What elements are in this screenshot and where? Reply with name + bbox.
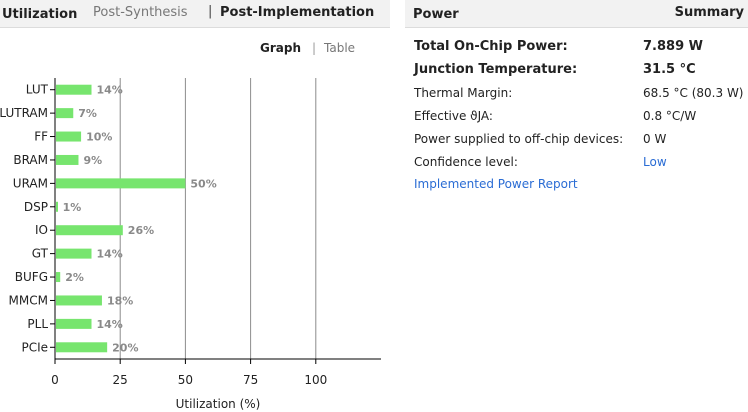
power-row-thermal-margin: Thermal Margin: 68.5 °C (80.3 W) (414, 86, 748, 106)
effective-theta-label: Effective ϑJA: (414, 109, 493, 123)
graph-view-link[interactable]: Graph (260, 41, 301, 55)
category-label: BRAM (13, 153, 48, 167)
utilization-title: Utilization (2, 7, 78, 22)
junction-temp-label: Junction Temperature: (414, 62, 578, 77)
tab-separator: | (208, 4, 213, 19)
category-label: PLL (27, 317, 48, 331)
category-label: BUFG (15, 270, 48, 284)
bar-value-label: 18% (107, 294, 133, 307)
thermal-margin-label: Thermal Margin: (414, 86, 513, 100)
power-report-link[interactable]: Implemented Power Report (414, 177, 578, 191)
utilization-panel: Utilization Post-Synthesis | Post-Implem… (0, 0, 390, 412)
bar-value-label: 50% (190, 177, 216, 190)
x-tick-label: 0 (51, 373, 59, 387)
category-label: LUT (26, 83, 49, 97)
bar (56, 84, 92, 95)
utilization-chart: 0 25 50 75 100 Utilization (%) LUT 14% LUTRAM 7% F… (0, 78, 381, 411)
bar-value-label: 14% (97, 84, 123, 97)
offchip-power-label: Power supplied to off-chip devices: (414, 132, 624, 146)
confidence-level-link[interactable]: Low (643, 155, 667, 169)
category-label: FF (34, 130, 48, 144)
bar-value-label: 10% (86, 131, 112, 144)
bar (56, 154, 79, 165)
bar (56, 178, 186, 189)
bar (56, 272, 61, 283)
power-title: Power (413, 7, 459, 22)
category-label: LUTRAM (0, 106, 48, 120)
bar-value-label: 14% (97, 318, 123, 331)
tab-post-synthesis[interactable]: Post-Synthesis (93, 5, 188, 20)
view-separator: | (312, 41, 317, 55)
power-row-effective-theta: Effective ϑJA: 0.8 °C/W (414, 109, 748, 129)
bar (56, 131, 82, 142)
power-panel: Power Summary Total On-Chip Power: 7.889… (405, 0, 748, 412)
bar (56, 295, 102, 306)
table-view-link[interactable]: Table (324, 41, 356, 55)
category-label: URAM (13, 176, 48, 190)
bar-value-label: 7% (78, 107, 97, 120)
power-row-confidence: Confidence level: Low (414, 155, 748, 175)
x-tick-label: 100 (304, 373, 327, 387)
power-row-total: Total On-Chip Power: 7.889 W (414, 39, 748, 59)
category-label: PCIe (21, 340, 48, 354)
thermal-margin-value: 68.5 °C (80.3 W) (643, 86, 744, 100)
bar-value-label: 9% (83, 154, 102, 167)
bar-value-label: 1% (63, 201, 82, 214)
power-summary-label: Summary (674, 5, 744, 20)
total-power-value: 7.889 W (643, 39, 703, 54)
power-row-junction: Junction Temperature: 31.5 °C (414, 62, 748, 82)
utilization-header: Utilization Post-Synthesis | Post-Implem… (0, 0, 390, 28)
bar (56, 201, 58, 212)
x-tick-label: 50 (178, 373, 193, 387)
category-label: IO (35, 223, 48, 237)
offchip-power-value: 0 W (643, 132, 667, 146)
bar (56, 225, 123, 236)
bar-value-label: 2% (65, 271, 84, 284)
category-label: DSP (24, 200, 48, 214)
power-header: Power Summary (405, 0, 748, 28)
bar-value-label: 14% (97, 248, 123, 261)
confidence-level-label: Confidence level: (414, 155, 518, 169)
power-row-offchip: Power supplied to off-chip devices: 0 W (414, 132, 748, 152)
junction-temp-value: 31.5 °C (643, 62, 696, 77)
category-label: GT (32, 247, 49, 261)
bar (56, 248, 92, 259)
category-label: MMCM (9, 293, 48, 307)
bar-value-label: 26% (128, 224, 154, 237)
bar-value-label: 20% (112, 341, 138, 354)
x-tick-label: 25 (113, 373, 128, 387)
bar (56, 342, 108, 353)
bar (56, 318, 92, 329)
tab-post-implementation[interactable]: Post-Implementation (220, 5, 375, 20)
effective-theta-value: 0.8 °C/W (643, 109, 697, 123)
x-tick-label: 75 (243, 373, 258, 387)
bar (56, 108, 74, 119)
x-axis-label: Utilization (%) (176, 397, 261, 411)
total-power-label: Total On-Chip Power: (414, 39, 568, 54)
